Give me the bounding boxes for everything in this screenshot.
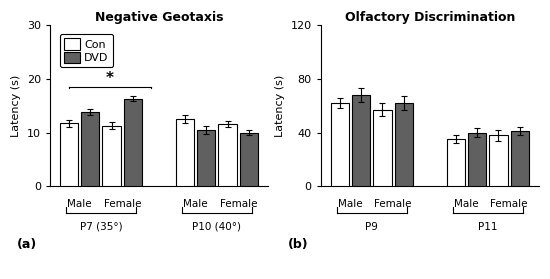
Bar <box>331 103 349 186</box>
Title: Olfactory Discrimination: Olfactory Discrimination <box>345 11 515 24</box>
Bar <box>447 139 465 186</box>
Text: (b): (b) <box>288 238 309 251</box>
Text: Female: Female <box>375 199 412 209</box>
Bar <box>352 95 370 186</box>
Text: Male: Male <box>338 199 363 209</box>
Y-axis label: Latency (s): Latency (s) <box>275 74 285 137</box>
Y-axis label: Latency (s): Latency (s) <box>11 74 21 137</box>
Bar <box>373 110 392 186</box>
Text: Male: Male <box>183 199 208 209</box>
Bar <box>510 131 529 186</box>
Bar <box>468 133 486 186</box>
Text: Male: Male <box>67 199 92 209</box>
Legend: Con, DVD: Con, DVD <box>60 34 113 68</box>
Text: Female: Female <box>219 199 257 209</box>
Bar <box>60 123 78 186</box>
Text: (a): (a) <box>17 238 37 251</box>
Bar <box>395 103 413 186</box>
Text: P10 (40°): P10 (40°) <box>192 222 241 232</box>
Bar <box>490 135 508 186</box>
Bar <box>81 112 100 186</box>
Bar <box>240 133 258 186</box>
Bar <box>124 99 142 186</box>
Text: Female: Female <box>491 199 528 209</box>
Bar <box>175 119 194 186</box>
Text: *: * <box>106 71 114 86</box>
Title: Negative Geotaxis: Negative Geotaxis <box>95 11 223 24</box>
Bar <box>102 126 121 186</box>
Bar <box>218 124 236 186</box>
Text: Male: Male <box>454 199 478 209</box>
Bar <box>197 130 216 186</box>
Text: Female: Female <box>103 199 141 209</box>
Text: P9: P9 <box>365 222 378 232</box>
Text: P11: P11 <box>478 222 498 232</box>
Text: P7 (35°): P7 (35°) <box>80 222 122 232</box>
